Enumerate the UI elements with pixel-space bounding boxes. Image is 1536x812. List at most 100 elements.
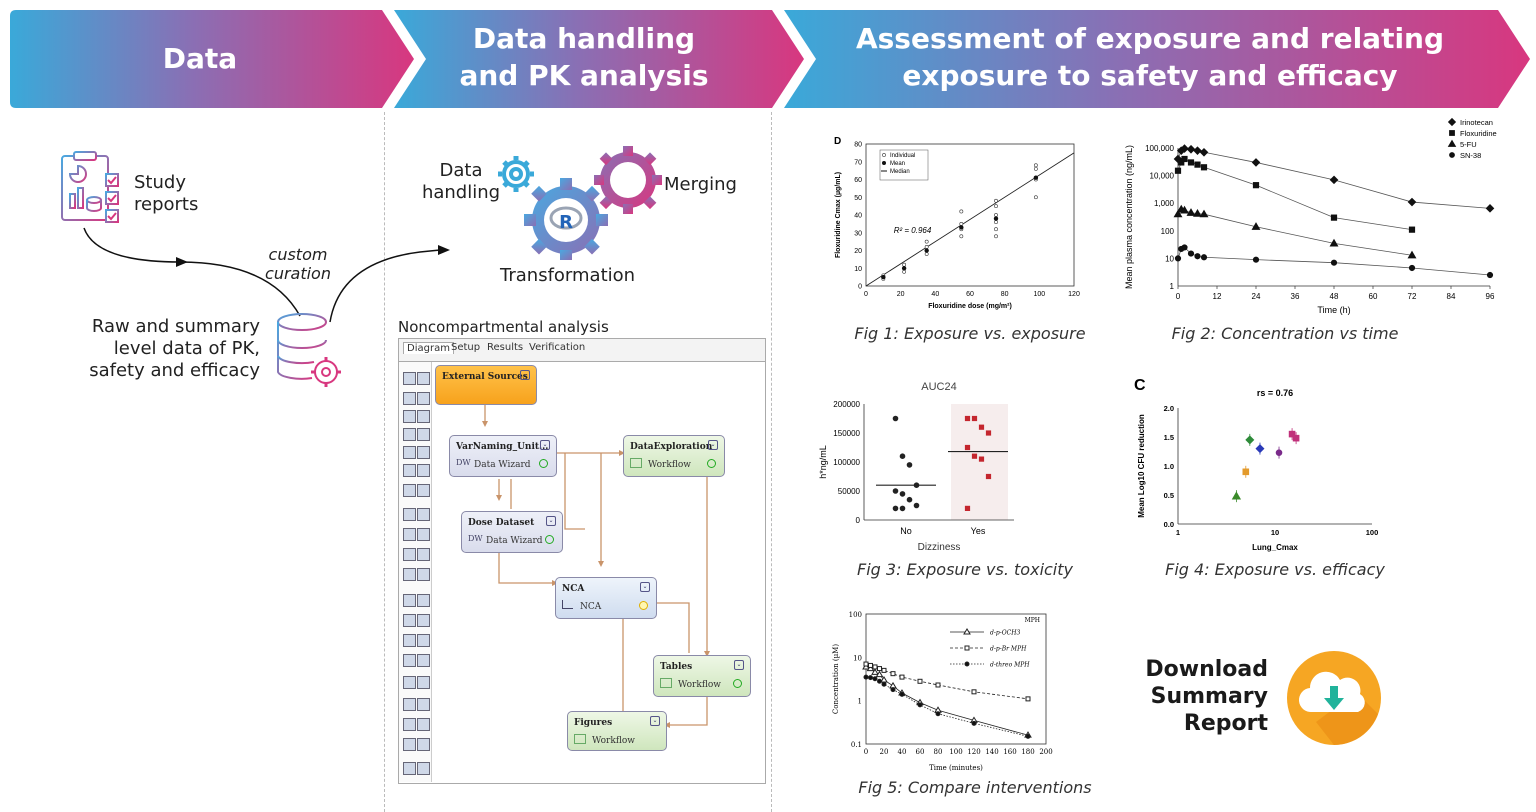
tool-icon[interactable]	[403, 634, 416, 647]
tool-icon[interactable]	[403, 372, 416, 385]
workflow-icon	[660, 678, 672, 688]
data-point	[892, 505, 899, 512]
node-figures[interactable]: Figures Workflow ⌄	[567, 711, 667, 751]
data-point	[1193, 146, 1202, 155]
fit-line	[865, 152, 1075, 287]
tab-diagram[interactable]: Diagram	[403, 342, 454, 354]
tool-icon[interactable]	[403, 428, 416, 441]
legend-marker	[964, 661, 970, 667]
tool-icon[interactable]	[403, 762, 416, 775]
node-tables-sub: Workflow	[678, 680, 721, 690]
individual-point	[924, 239, 929, 244]
tool-icon[interactable]	[417, 410, 430, 423]
y-tick-label: 1.0	[1164, 462, 1174, 471]
tool-icon[interactable]	[403, 718, 416, 731]
chevron-down-icon[interactable]: ⌄	[650, 716, 660, 726]
tool-icon[interactable]	[417, 548, 430, 561]
flow-arrows-data	[83, 227, 450, 323]
tool-icon[interactable]	[403, 676, 416, 689]
tool-icon[interactable]	[417, 446, 430, 459]
tool-icon[interactable]	[403, 464, 416, 477]
y-axis-label: Mean plasma concentration (ng/mL)	[1124, 145, 1134, 289]
tool-icon[interactable]	[403, 654, 416, 667]
x-tick-label: 60	[966, 291, 974, 298]
data-point	[892, 488, 899, 494]
data-point	[1255, 444, 1265, 454]
legend-marker	[1449, 130, 1455, 136]
chevron-down-icon[interactable]: ⌄	[734, 660, 744, 670]
chevron-down-icon[interactable]: ⌄	[520, 370, 530, 380]
data-point	[971, 415, 978, 422]
tool-icon[interactable]	[403, 568, 416, 581]
y-tick-label: 2.0	[1164, 404, 1174, 413]
tool-icon[interactable]	[417, 568, 430, 581]
data-wizard-icon: DW	[456, 458, 471, 467]
tool-icon[interactable]	[417, 654, 430, 667]
data-point	[935, 711, 941, 717]
legend-marker	[963, 628, 971, 635]
data-point	[892, 415, 899, 422]
cloud-download-icon[interactable]	[1286, 650, 1382, 746]
tool-icon[interactable]	[403, 446, 416, 459]
tool-icon[interactable]	[417, 634, 430, 647]
tool-icon[interactable]	[417, 614, 430, 627]
tool-icon[interactable]	[417, 508, 430, 521]
chevron-down-icon[interactable]: ⌄	[708, 440, 718, 450]
node-varnaming[interactable]: VarNaming_Unit... DW Data Wizard ⌄	[449, 435, 557, 477]
individual-point	[959, 221, 964, 226]
individual-point	[994, 227, 998, 232]
tool-icon[interactable]	[417, 464, 430, 477]
tool-icon[interactable]	[403, 484, 416, 497]
tool-icon[interactable]	[417, 484, 430, 497]
tool-icon[interactable]	[403, 508, 416, 521]
caption-fig1: Fig 1: Exposure vs. exposure	[854, 324, 1086, 343]
tool-icon[interactable]	[403, 594, 416, 607]
x-tick-label: 160	[1003, 748, 1016, 756]
tool-icon[interactable]	[417, 392, 430, 405]
data-point	[866, 664, 875, 672]
tool-icon[interactable]	[417, 762, 430, 775]
tool-icon[interactable]	[417, 676, 430, 689]
chevron-down-icon[interactable]: ⌄	[546, 516, 556, 526]
tool-icon[interactable]	[417, 372, 430, 385]
node-dataexploration[interactable]: DataExploration Workflow ⌄	[623, 435, 725, 477]
chevron-down-icon[interactable]: ⌄	[640, 582, 650, 592]
tool-icon[interactable]	[417, 594, 430, 607]
column-divider-2	[771, 112, 772, 812]
tab-results[interactable]: Results	[487, 342, 524, 353]
tab-verification[interactable]: Verification	[529, 342, 586, 353]
tool-icon[interactable]	[403, 392, 416, 405]
tool-icon[interactable]	[403, 738, 416, 751]
download-report-label[interactable]: Download Summary Report	[1120, 656, 1268, 737]
banner-chevron-2	[394, 10, 804, 108]
node-external-sources[interactable]: External Sources ⌄	[435, 365, 537, 405]
node-nca[interactable]: NCA NCA ⌄	[555, 577, 657, 619]
chevron-down-icon[interactable]: ⌄	[540, 440, 550, 450]
tool-icon[interactable]	[417, 698, 430, 711]
tool-icon[interactable]	[403, 614, 416, 627]
node-tables[interactable]: Tables Workflow ⌄	[653, 655, 751, 697]
x-tick-label: No	[900, 526, 912, 536]
column-divider-1	[384, 112, 385, 812]
tab-setup[interactable]: Setup	[451, 342, 481, 353]
node-dose-dataset[interactable]: Dose Dataset DW Data Wizard ⌄	[461, 511, 563, 553]
download-line3: Report	[1183, 711, 1268, 736]
x-tick-label: 40	[898, 748, 907, 756]
data-point	[872, 676, 878, 682]
tool-icon[interactable]	[403, 410, 416, 423]
data-handling-line2: handling	[421, 182, 501, 203]
tool-icon[interactable]	[417, 718, 430, 731]
tool-icon[interactable]	[417, 738, 430, 751]
tool-icon[interactable]	[403, 548, 416, 561]
mean-point	[901, 266, 907, 271]
data-point	[1330, 259, 1338, 266]
tool-icon[interactable]	[403, 698, 416, 711]
chart-fig3-toxicity: AUC24 0 50000 100000 150000 200000 No Yes Dizzin…	[818, 381, 1014, 553]
tool-icon[interactable]	[417, 428, 430, 441]
nca-icon	[562, 600, 573, 609]
tool-icon[interactable]	[403, 528, 416, 541]
raw-data-line1: Raw and summary	[91, 316, 260, 337]
tool-icon[interactable]	[417, 528, 430, 541]
y-tick-label: 0	[858, 284, 862, 291]
